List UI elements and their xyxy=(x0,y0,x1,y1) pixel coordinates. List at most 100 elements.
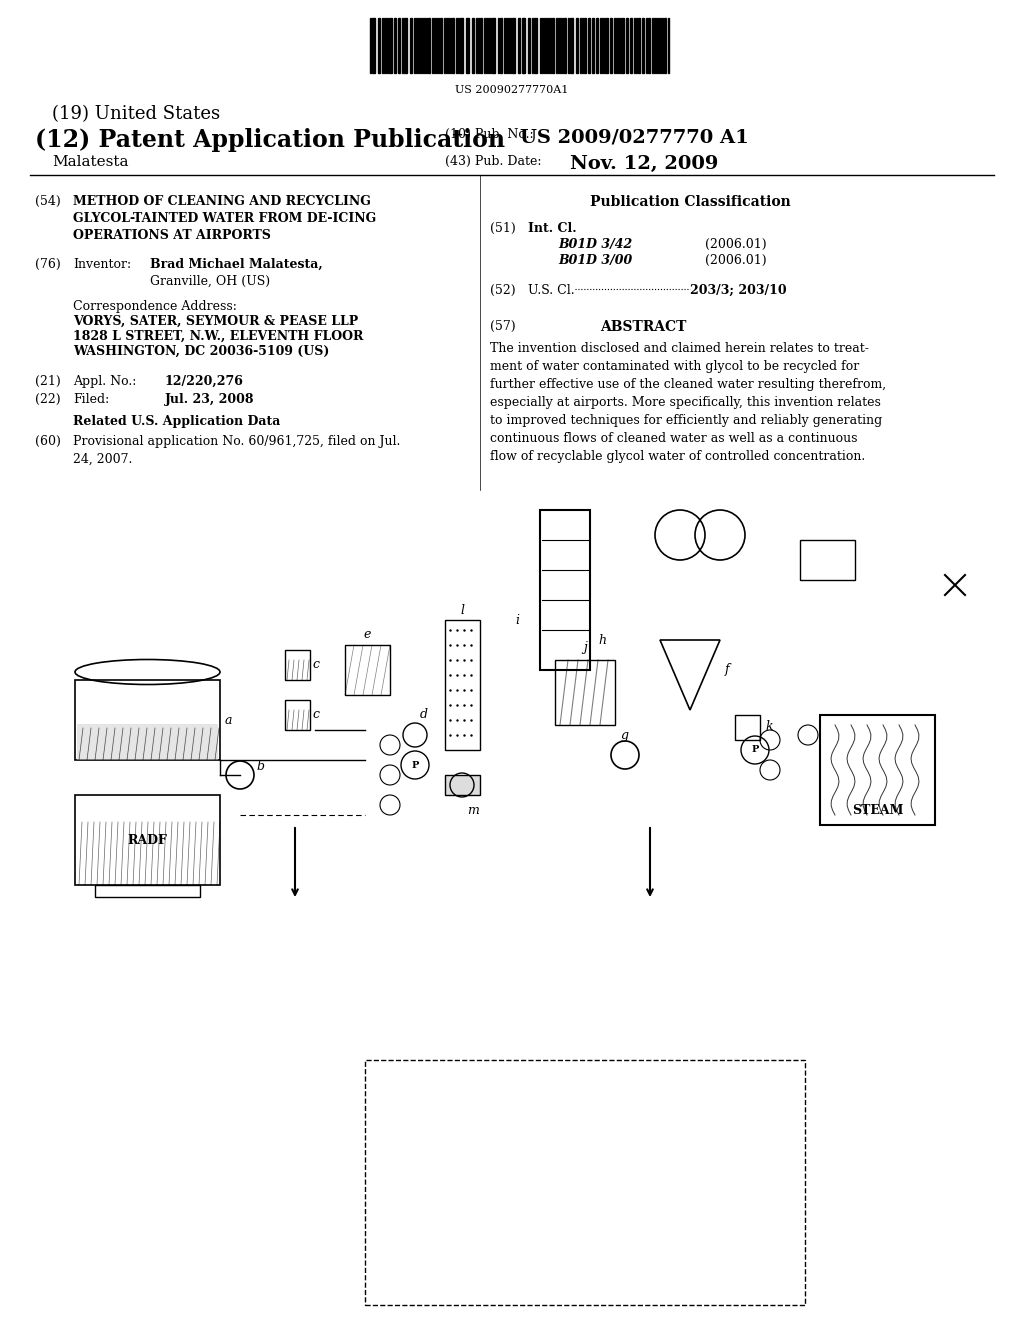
Bar xyxy=(472,18,474,73)
Bar xyxy=(610,18,612,73)
Text: US 2009/0277770 A1: US 2009/0277770 A1 xyxy=(520,128,749,147)
Text: B01D 3/42: B01D 3/42 xyxy=(558,238,632,251)
Bar xyxy=(390,18,392,73)
Bar xyxy=(428,18,430,73)
Bar xyxy=(445,775,480,795)
Bar xyxy=(372,18,375,73)
Text: (2006.01): (2006.01) xyxy=(705,238,767,251)
Text: c: c xyxy=(312,709,319,722)
Text: a: a xyxy=(225,714,232,726)
Bar xyxy=(398,18,400,73)
Text: (2006.01): (2006.01) xyxy=(705,253,767,267)
Text: VORYS, SATER, SEYMOUR & PEASE LLP: VORYS, SATER, SEYMOUR & PEASE LLP xyxy=(73,315,358,327)
Bar xyxy=(394,18,396,73)
Text: Malatesta: Malatesta xyxy=(52,154,128,169)
Bar xyxy=(492,18,495,73)
Text: (22): (22) xyxy=(35,393,60,407)
Bar xyxy=(285,700,310,730)
Bar xyxy=(592,18,594,73)
Text: Int. Cl.: Int. Cl. xyxy=(528,222,577,235)
Bar xyxy=(630,18,632,73)
Text: (76): (76) xyxy=(35,257,60,271)
Text: (21): (21) xyxy=(35,375,60,388)
Text: (60): (60) xyxy=(35,436,60,447)
Bar xyxy=(540,510,590,671)
Bar xyxy=(570,18,573,73)
Bar xyxy=(642,18,644,73)
Text: (52): (52) xyxy=(490,284,516,297)
Text: g: g xyxy=(621,729,629,742)
Bar xyxy=(622,18,624,73)
Text: Brad Michael Malatesta,: Brad Michael Malatesta, xyxy=(150,257,323,271)
Bar xyxy=(404,18,407,73)
Bar xyxy=(285,649,310,680)
Text: k: k xyxy=(765,721,773,734)
Text: b: b xyxy=(256,760,264,774)
Bar xyxy=(378,18,380,73)
Text: ABSTRACT: ABSTRACT xyxy=(600,319,686,334)
Text: B01D 3/00: B01D 3/00 xyxy=(558,253,632,267)
Text: m: m xyxy=(467,804,479,817)
Text: P: P xyxy=(412,760,419,770)
Bar xyxy=(440,18,442,73)
Bar xyxy=(480,18,482,73)
Bar xyxy=(460,18,463,73)
Text: i: i xyxy=(515,614,519,627)
Bar xyxy=(555,660,615,725)
Text: f: f xyxy=(725,664,730,676)
Text: d: d xyxy=(420,709,428,722)
Text: (51): (51) xyxy=(490,222,516,235)
Bar xyxy=(345,645,390,696)
Text: Correspondence Address:: Correspondence Address: xyxy=(73,300,237,313)
Bar xyxy=(735,715,760,741)
Text: Provisional application No. 60/961,725, filed on Jul.
24, 2007.: Provisional application No. 60/961,725, … xyxy=(73,436,400,466)
Bar xyxy=(606,18,608,73)
Text: (54): (54) xyxy=(35,195,60,209)
Text: l: l xyxy=(461,603,465,616)
Bar xyxy=(575,18,578,73)
Bar xyxy=(534,18,537,73)
Bar xyxy=(410,18,412,73)
Text: STEAM: STEAM xyxy=(852,804,903,817)
Text: j: j xyxy=(583,642,587,655)
Text: The invention disclosed and claimed herein relates to treat-
ment of water conta: The invention disclosed and claimed here… xyxy=(490,342,886,463)
Text: Inventor:: Inventor: xyxy=(73,257,131,271)
Text: RADF: RADF xyxy=(128,833,168,846)
Text: e: e xyxy=(364,628,371,642)
Text: US 20090277770A1: US 20090277770A1 xyxy=(456,84,568,95)
Bar xyxy=(664,18,666,73)
Text: Nov. 12, 2009: Nov. 12, 2009 xyxy=(570,154,719,173)
Text: U.S. Cl.: U.S. Cl. xyxy=(528,284,574,297)
Bar xyxy=(95,884,200,898)
Bar xyxy=(77,723,218,760)
Bar xyxy=(552,18,554,73)
Text: Filed:: Filed: xyxy=(73,393,110,407)
Bar xyxy=(445,620,480,750)
Text: (19) United States: (19) United States xyxy=(52,106,220,123)
Text: c: c xyxy=(312,659,319,672)
Bar xyxy=(500,18,502,73)
Text: (57): (57) xyxy=(490,319,516,333)
Bar xyxy=(638,18,640,73)
Text: (10) Pub. No.:: (10) Pub. No.: xyxy=(445,128,534,141)
Bar xyxy=(596,18,598,73)
Bar xyxy=(512,18,515,73)
Text: (12) Patent Application Publication: (12) Patent Application Publication xyxy=(35,128,505,152)
Bar xyxy=(528,18,530,73)
Text: 1828 L STREET, N.W., ELEVENTH FLOOR: 1828 L STREET, N.W., ELEVENTH FLOOR xyxy=(73,330,364,343)
Bar xyxy=(75,680,220,760)
Bar xyxy=(466,18,469,73)
Bar xyxy=(584,18,586,73)
Text: METHOD OF CLEANING AND RECYCLING
GLYCOL-TAINTED WATER FROM DE-ICING
OPERATIONS A: METHOD OF CLEANING AND RECYCLING GLYCOL-… xyxy=(73,195,376,242)
Text: Publication Classification: Publication Classification xyxy=(590,195,791,209)
Bar xyxy=(564,18,566,73)
Text: Related U.S. Application Data: Related U.S. Application Data xyxy=(73,414,281,428)
Bar xyxy=(75,795,220,884)
Text: Granville, OH (US): Granville, OH (US) xyxy=(150,275,270,288)
Bar xyxy=(626,18,628,73)
Bar xyxy=(452,18,454,73)
Bar xyxy=(588,18,590,73)
Bar xyxy=(800,540,855,579)
Bar xyxy=(648,18,650,73)
Text: 12/220,276: 12/220,276 xyxy=(165,375,244,388)
